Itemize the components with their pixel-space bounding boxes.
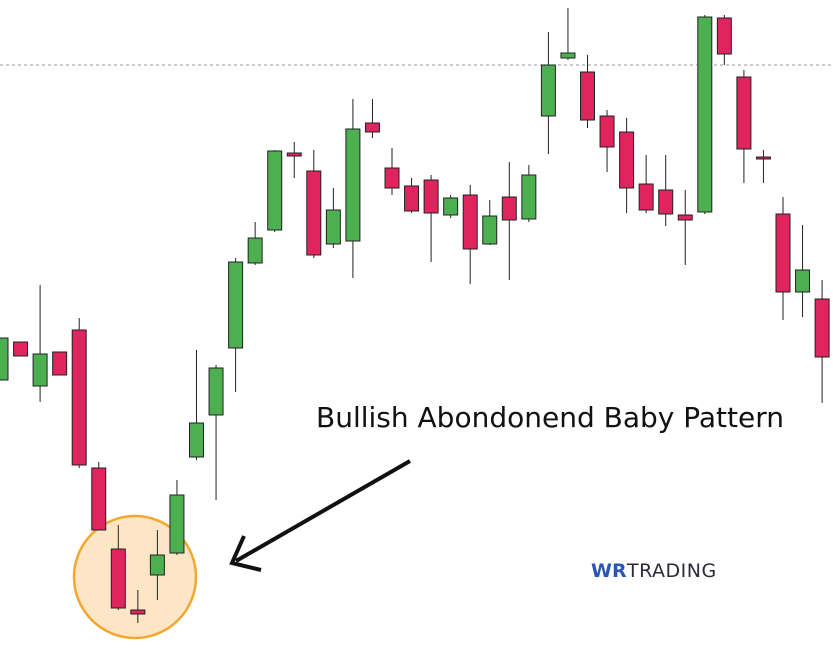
candle-body: [540, 64, 556, 117]
logo-text: TRADING: [626, 560, 717, 582]
candle-body: [52, 351, 68, 376]
candle-body: [619, 131, 635, 189]
candle-body: [560, 52, 576, 59]
candle-body: [13, 341, 29, 357]
candle-body: [247, 237, 263, 264]
logo-mark: WR: [591, 560, 627, 582]
arrow-head: [229, 535, 262, 572]
candle-body: [325, 209, 341, 245]
candle-body: [32, 353, 48, 387]
candle-body: [814, 298, 830, 358]
candle-body: [423, 179, 439, 214]
candle-body: [149, 554, 165, 576]
candle-body: [130, 609, 146, 615]
candle-body: [775, 213, 791, 293]
candle-body: [189, 422, 204, 458]
candles: [0, 8, 830, 623]
candle-body: [110, 548, 126, 609]
candle-body: [580, 71, 595, 121]
candle-body: [716, 17, 732, 55]
candle-body: [599, 115, 615, 148]
candle-body: [462, 194, 478, 250]
candle-body: [364, 122, 380, 133]
candle-body: [697, 16, 713, 213]
candle-body: [795, 269, 811, 293]
candle-body: [345, 128, 361, 242]
candle-body: [71, 329, 87, 466]
candle-body: [0, 337, 9, 381]
candle-body: [443, 197, 459, 216]
candle-body: [306, 170, 322, 256]
candle-body: [482, 215, 498, 245]
candle-body: [736, 76, 752, 150]
candle-body: [286, 152, 302, 157]
candle-body: [91, 467, 107, 531]
candle-body: [384, 167, 400, 189]
arrow-shaft: [235, 459, 411, 563]
candle-body: [267, 150, 283, 231]
candle-body: [228, 261, 244, 349]
candle-body: [208, 367, 224, 416]
candle-body: [658, 189, 674, 215]
candle-body: [404, 185, 420, 212]
candle-body: [501, 196, 517, 221]
candle-body: [677, 214, 693, 221]
annotation: Bullish Abondonend Baby Pattern: [316, 401, 784, 434]
highlight-circle: [72, 514, 198, 640]
candle-body: [169, 494, 185, 554]
candle-body: [755, 156, 771, 160]
candle-body: [521, 174, 537, 220]
candle-body: [638, 183, 654, 211]
